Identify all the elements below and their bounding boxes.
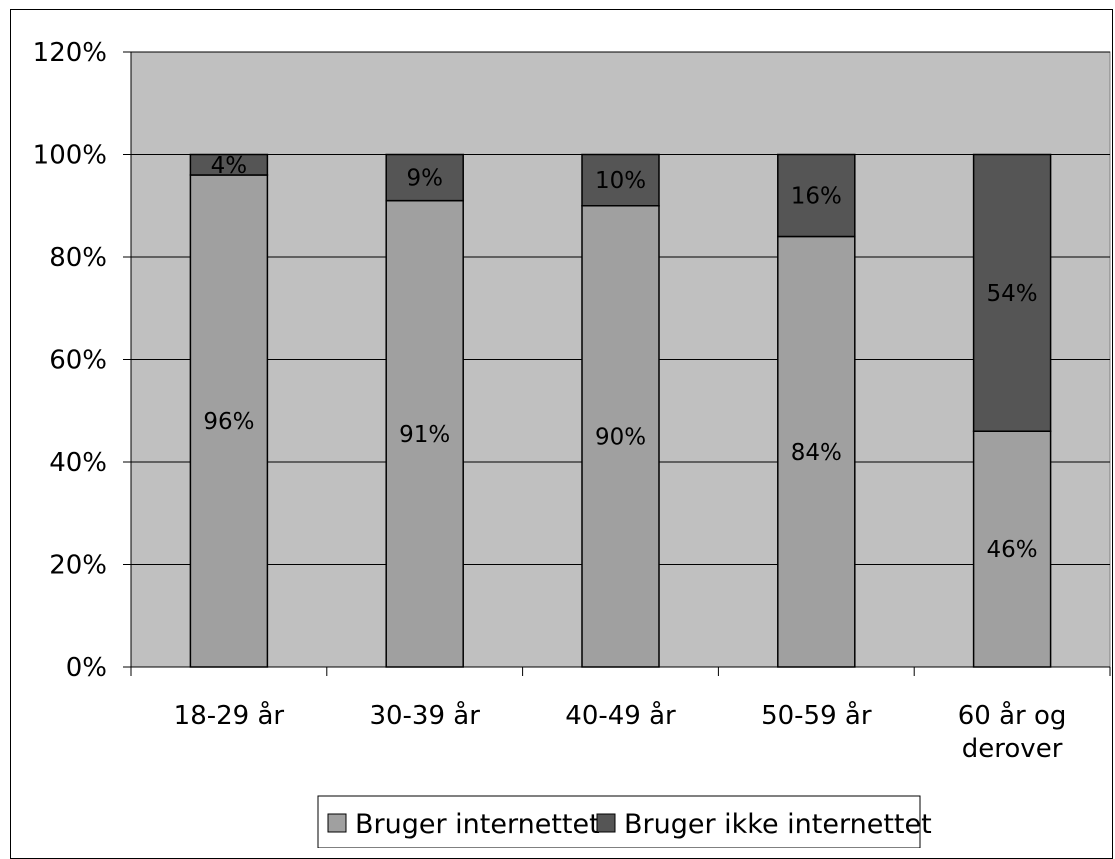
legend-swatch (596, 813, 616, 833)
bar-bruger-internettet (777, 235, 856, 668)
data-label: 96% (203, 409, 254, 435)
x-tick-label: derover (962, 734, 1063, 764)
y-tick-label: 120% (33, 38, 107, 68)
y-tick-label: 80% (49, 243, 107, 273)
legend-swatch (327, 813, 347, 833)
y-tick-label: 20% (49, 551, 107, 581)
legend (317, 795, 921, 848)
y-tick-label: 60% (49, 346, 107, 376)
bar-bruger-ikke-internettet (777, 153, 856, 238)
data-label: 16% (791, 184, 842, 210)
bar-bruger-ikke-internettet (972, 153, 1052, 432)
x-tick-label: 18-29 år (174, 700, 285, 731)
x-tick-label: 30-39 år (369, 700, 480, 731)
bar-bruger-internettet (385, 199, 464, 668)
data-label: 10% (595, 168, 646, 194)
y-tick-label: 40% (49, 448, 107, 478)
bar-bruger-internettet (972, 430, 1052, 668)
x-tick-label: 50-59 år (761, 700, 872, 731)
bar-bruger-ikke-internettet (581, 153, 660, 207)
legend-label: Bruger internettet (355, 809, 600, 840)
data-label: 84% (791, 440, 842, 466)
data-label: 54% (987, 281, 1038, 307)
data-label: 91% (399, 422, 450, 448)
y-tick-label: 100% (33, 141, 107, 171)
bar-bruger-internettet (581, 205, 660, 668)
data-label: 90% (595, 424, 646, 450)
x-tick-label: 40-49 år (565, 700, 676, 731)
bar-bruger-ikke-internettet (189, 153, 269, 176)
y-tick-label: 0% (66, 653, 107, 683)
legend-label: Bruger ikke internettet (624, 809, 932, 840)
data-label: 46% (987, 537, 1038, 563)
data-label: 9% (406, 166, 443, 192)
bar-bruger-ikke-internettet (385, 153, 464, 202)
x-tick-label: 60 år og (958, 700, 1067, 731)
data-label: 4% (211, 153, 248, 179)
